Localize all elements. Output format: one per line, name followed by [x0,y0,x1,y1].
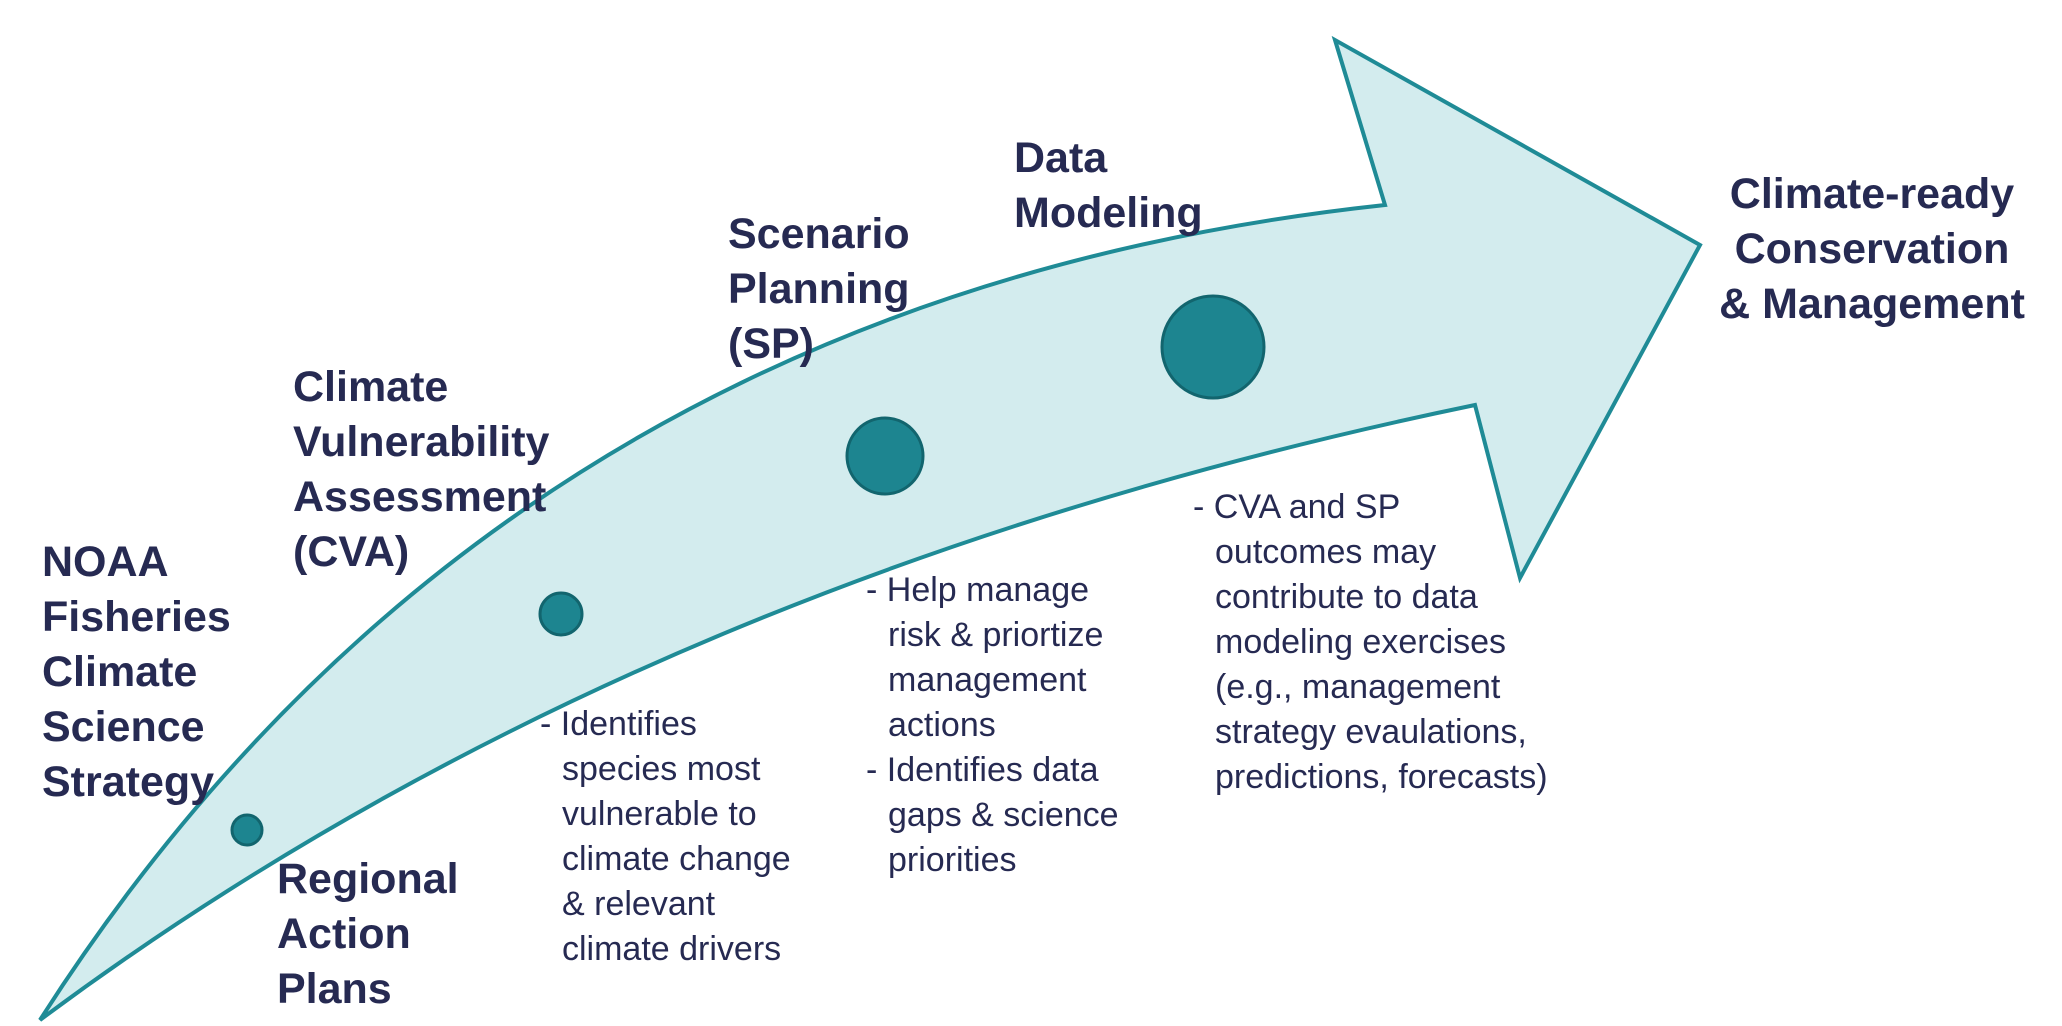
stage-title-regional: Regional Action Plans [277,852,459,1017]
title-line: Climate [42,648,198,696]
title-line: Modeling [1014,189,1203,237]
description-line: - CVA and SP [1193,488,1401,526]
description-line: - Identifies [540,705,697,743]
description-line: vulnerable to [562,795,757,833]
description-line: management [888,661,1087,699]
description-line: (e.g., management [1215,668,1501,706]
description-line: risk & priortize [888,616,1104,654]
title-line: (SP) [728,320,814,368]
title-line: Regional [277,855,459,903]
description-line: & relevant [562,885,716,923]
stage-title-strategy: NOAA Fisheries Climate Science Strategy [42,535,231,810]
sp-description: - Help manage risk & priortize management a… [866,568,1119,883]
description-line: priorities [888,841,1017,879]
progress-arrow [38,35,1703,1022]
goal-title: Climate-ready Conservation & Management [1702,167,2042,332]
title-line: (CVA) [293,528,410,576]
title-line: Fisheries [42,593,231,641]
milestone-dot-sp [845,416,925,496]
description-line: strategy evaulations, [1215,713,1527,751]
title-line: Scenario [728,210,910,258]
description-line: - Help manage [866,571,1090,609]
description-line: climate drivers [562,930,782,968]
cva-description: - Identifies species most vulnerable to cli… [540,702,791,972]
title-line: Vulnerability [293,418,550,466]
stage-title-sp: Scenario Planning (SP) [728,207,910,372]
milestone-dot-dm [1160,294,1266,400]
description-line: species most [562,750,761,788]
stage-title-cva: Climate Vulnerability Assessment (CVA) [293,360,549,580]
description-line: outcomes may [1215,533,1437,571]
title-line: Action [277,910,411,958]
description-line: modeling exercises [1215,623,1507,661]
title-line: Climate-ready [1729,170,2015,218]
description-line: climate change [562,840,791,878]
title-line: Strategy [42,758,215,806]
title-line: Climate [293,363,449,411]
description-line: - Identifies data [866,751,1099,789]
title-line: NOAA [42,538,169,586]
title-line: Plans [277,965,392,1013]
description-line: gaps & science [888,796,1119,834]
description-line: predictions, forecasts) [1215,758,1548,796]
stage-title-dm: Data Modeling [1014,131,1203,241]
title-line: Science [42,703,205,751]
title-line: & Management [1719,280,2025,328]
title-line: Data [1014,134,1108,182]
title-line: Planning [728,265,910,313]
title-line: Assessment [293,473,547,521]
description-line: actions [888,706,996,744]
milestone-dot-cva [538,591,584,637]
milestone-dot-regional [230,813,264,847]
dm-description: - CVA and SP outcomes may contribute to da… [1193,485,1548,800]
title-line: Conservation [1734,225,2010,273]
description-line: contribute to data [1215,578,1478,616]
